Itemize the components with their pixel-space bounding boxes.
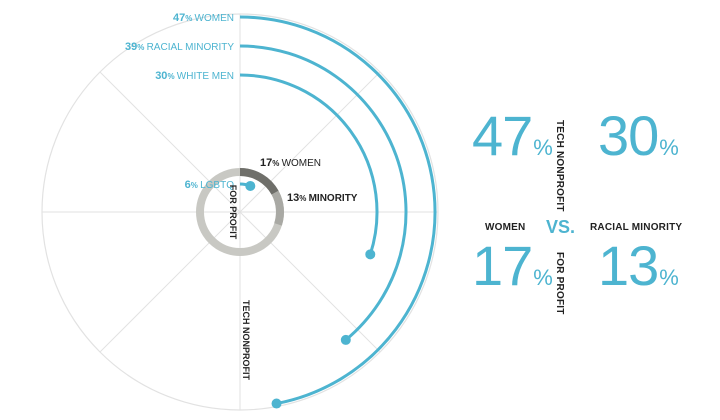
chart-arcs: [196, 15, 437, 409]
percent-sign: %: [533, 265, 553, 290]
percent-sign: %: [659, 265, 679, 290]
tech-arc-white-men: [239, 73, 379, 255]
for-profit-axis-label: FOR PROFIT: [228, 185, 238, 240]
for-profit-minority-segment: [271, 190, 284, 226]
tech-label-white-men: 30% WHITE MEN: [155, 70, 234, 82]
tech-label-lgbtq: 6% LGBTQ: [185, 179, 235, 191]
tech-arc-women: [239, 15, 437, 406]
for-profit-label-minority: 13% MINORITY: [287, 192, 358, 204]
comparison-panel: 47% 30% 17% 13% TECH NONPROFIT FOR PROFI…: [450, 100, 710, 320]
for-profit-minority-stat: 13%: [598, 238, 679, 294]
vs-label: VS.: [546, 217, 576, 237]
tech-arc-end-dot: [245, 180, 256, 191]
for-profit-label: FOR PROFIT: [554, 252, 565, 315]
stat-value: 30: [598, 104, 659, 167]
percent-sign: %: [533, 135, 553, 160]
tech-nonprofit-label: TECH NONPROFIT: [554, 120, 565, 212]
guide-spoke: [239, 211, 381, 353]
guide-spoke: [99, 71, 241, 213]
stat-value: 13: [598, 234, 659, 297]
for-profit-women-segment: [239, 168, 279, 195]
women-label: WOMEN: [485, 222, 526, 233]
for-profit-women-stat: 17%: [472, 238, 553, 294]
tech-arc-end-dot: [340, 334, 351, 345]
tech-nonprofit-women-stat: 47%: [472, 108, 553, 164]
tech-arc-end-dot: [365, 249, 376, 260]
tech-arc-end-dot: [271, 398, 282, 409]
tech-label-women: 47% WOMEN: [173, 12, 234, 24]
percent-sign: %: [659, 135, 679, 160]
for-profit-label-women: 17% WOMEN: [260, 157, 321, 169]
stat-value: 47: [472, 104, 533, 167]
tech-nonprofit-minority-stat: 30%: [598, 108, 679, 164]
chart-labels: 47% WOMEN 39% RACIAL MINORITY 30% WHITE ME…: [125, 12, 358, 381]
guide-spoke: [99, 211, 241, 353]
racial-minority-label: RACIAL MINORITY: [590, 222, 683, 233]
tech-nonprofit-axis-label: TECH NONPROFIT: [241, 300, 251, 381]
stat-value: 17: [472, 234, 533, 297]
tech-label-racial-minority: 39% RACIAL MINORITY: [125, 41, 234, 53]
tech-arc-racial-minority: [239, 44, 408, 342]
radial-chart: 47% WOMEN 39% RACIAL MINORITY 30% WHITE ME…: [41, 12, 439, 411]
